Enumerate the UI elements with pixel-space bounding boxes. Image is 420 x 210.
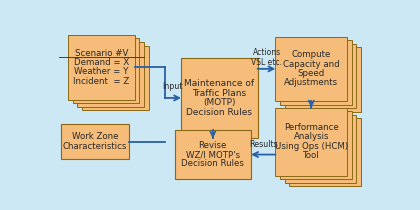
Text: Maintenance of: Maintenance of [184, 79, 255, 88]
FancyBboxPatch shape [276, 37, 347, 101]
FancyBboxPatch shape [285, 115, 356, 183]
Text: Decision Rules: Decision Rules [181, 159, 244, 168]
Text: Weather = Y: Weather = Y [74, 67, 129, 76]
Text: Scenario #V: Scenario #V [75, 49, 128, 58]
Text: Traffic Plans: Traffic Plans [192, 89, 247, 98]
Text: Input: Input [163, 82, 183, 91]
Text: Actions
VSL etc.: Actions VSL etc. [251, 48, 282, 67]
Text: Speed: Speed [298, 69, 325, 78]
Text: Adjustments: Adjustments [284, 78, 339, 87]
FancyBboxPatch shape [276, 108, 347, 176]
FancyBboxPatch shape [175, 130, 251, 179]
FancyBboxPatch shape [289, 118, 361, 186]
Text: Revise: Revise [199, 141, 227, 150]
Text: Performance: Performance [284, 123, 339, 132]
Text: WZ/I MOTP's: WZ/I MOTP's [186, 150, 240, 159]
Text: Results: Results [249, 140, 278, 148]
Text: Compute: Compute [291, 50, 331, 59]
Text: Using Ops (HCM): Using Ops (HCM) [275, 142, 348, 151]
Text: Incident  = Z: Incident = Z [74, 77, 130, 86]
FancyBboxPatch shape [181, 58, 257, 138]
FancyBboxPatch shape [68, 35, 135, 100]
Text: Capacity and: Capacity and [283, 60, 340, 69]
FancyBboxPatch shape [285, 44, 356, 108]
Text: Decision Rules: Decision Rules [186, 108, 252, 117]
Text: Characteristics: Characteristics [63, 142, 127, 151]
Text: Tool: Tool [303, 151, 320, 160]
Text: Demand = X: Demand = X [74, 58, 129, 67]
FancyBboxPatch shape [73, 38, 139, 103]
FancyBboxPatch shape [280, 111, 352, 179]
Text: Analysis: Analysis [294, 133, 329, 141]
FancyBboxPatch shape [82, 46, 149, 110]
Text: (MOTP): (MOTP) [203, 98, 236, 107]
Text: Work Zone: Work Zone [71, 133, 118, 141]
FancyBboxPatch shape [60, 124, 129, 159]
FancyBboxPatch shape [289, 47, 361, 112]
FancyBboxPatch shape [280, 40, 352, 105]
FancyBboxPatch shape [77, 42, 144, 107]
